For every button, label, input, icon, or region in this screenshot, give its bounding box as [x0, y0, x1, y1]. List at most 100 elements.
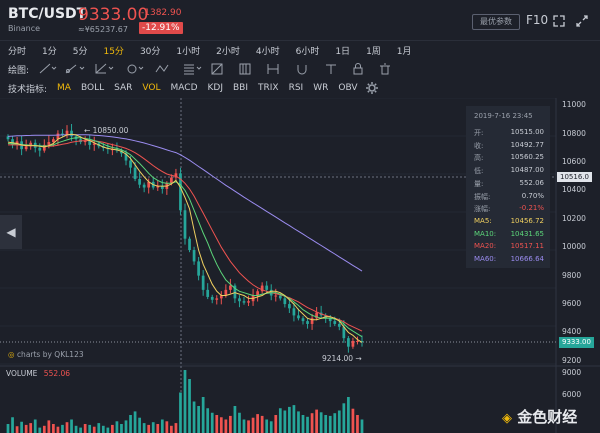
candle-body	[42, 144, 46, 151]
expand-icon[interactable]	[552, 14, 566, 28]
indicator-boll[interactable]: BOLL	[80, 83, 105, 93]
volume-bar	[133, 411, 137, 433]
volume-bar	[151, 422, 155, 433]
volume-bar	[356, 415, 359, 433]
volume-bar	[15, 426, 19, 433]
volume-header: VOLUME 552.06	[6, 369, 70, 378]
timeframe-4[interactable]: 30分	[139, 47, 161, 57]
info-label: 量:	[474, 179, 484, 188]
volume-bar	[74, 425, 78, 433]
brand-logo: ◈ 金色财经	[502, 406, 577, 427]
y-axis-label: 10000	[562, 242, 586, 252]
gann-tool-icon[interactable]	[211, 63, 223, 75]
kline-chart[interactable]	[0, 98, 600, 433]
settings-gear-icon[interactable]	[365, 81, 379, 95]
info-label: 高:	[474, 154, 484, 163]
indicator-kdj[interactable]: KDJ	[207, 83, 224, 93]
indicator-rsi[interactable]: RSI	[288, 83, 304, 93]
volume-bar	[29, 423, 33, 433]
volume-bar	[65, 422, 69, 433]
f10-button[interactable]: F10	[526, 13, 549, 27]
volume-bar	[337, 410, 341, 433]
volume-bar	[229, 415, 232, 433]
best-params-button[interactable]: 最优参数	[472, 14, 520, 30]
volume-bar	[42, 425, 46, 433]
fullscreen-icon[interactable]	[575, 14, 589, 28]
timeframe-9[interactable]: 1日	[335, 47, 351, 57]
info-value: 10560.25	[510, 153, 544, 162]
candle-body	[360, 341, 364, 342]
info-row: MA10: 10431.65	[474, 230, 544, 238]
volume-bar	[170, 425, 173, 433]
candle-body	[347, 338, 350, 347]
volume-bar	[297, 411, 300, 433]
timeframe-2[interactable]: 5分	[72, 47, 88, 57]
circle-tool-icon[interactable]	[127, 64, 144, 74]
drawing-tools	[39, 63, 390, 75]
timeframe-1[interactable]: 1分	[42, 47, 57, 57]
info-row: 量: 552.06	[474, 179, 544, 189]
info-row: 振幅: 0.70%	[474, 192, 544, 202]
candle-body	[52, 139, 55, 143]
measure-tool-icon[interactable]	[267, 64, 279, 74]
timeframe-5[interactable]: 1小时	[176, 47, 201, 57]
info-label: 低:	[474, 167, 484, 176]
pair-title: BTC/USDT	[8, 6, 87, 22]
volume-bar	[247, 420, 250, 433]
indicator-wr[interactable]: WR	[313, 83, 329, 93]
info-row: 收: 10492.77	[474, 141, 544, 151]
timeframe-0[interactable]: 分时	[8, 47, 27, 57]
indicator-sar[interactable]: SAR	[114, 83, 133, 93]
candle-body	[256, 291, 259, 296]
volume-bar	[292, 405, 296, 433]
lock-tool-icon[interactable]	[353, 63, 363, 75]
magnet-tool-icon[interactable]	[297, 65, 307, 75]
indicator-obv[interactable]: OBV	[338, 83, 358, 93]
info-value: -0.21%	[519, 204, 544, 213]
info-row: 开: 10515.00	[474, 128, 544, 138]
collapse-left-button[interactable]: ◀	[0, 215, 22, 249]
indicator-trix[interactable]: TRIX	[258, 83, 279, 93]
candle-body	[301, 318, 305, 322]
indicator-vol[interactable]: VOL	[142, 83, 161, 93]
indicator-ma[interactable]: MA	[57, 83, 71, 93]
volume-bar	[224, 419, 228, 433]
volume-bar	[319, 412, 323, 433]
info-row: 高: 10560.25	[474, 153, 544, 163]
volume-bar	[160, 419, 164, 433]
volume-bar	[310, 413, 314, 433]
candle-body	[242, 301, 246, 303]
candle-body	[337, 323, 341, 327]
volume-bar	[215, 415, 219, 433]
vol-axis-mid: 6000	[562, 390, 582, 399]
indicator-macd[interactable]: MACD	[170, 83, 198, 93]
indicator-bbi[interactable]: BBI	[233, 83, 249, 93]
timeframe-3[interactable]: 15分	[103, 47, 124, 57]
volume-bar	[183, 370, 187, 433]
volume-value: 552.06	[43, 369, 71, 378]
info-row: MA5: 10456.72	[474, 217, 544, 225]
timeframe-7[interactable]: 4小时	[255, 47, 280, 57]
text-tool-icon[interactable]	[326, 64, 336, 74]
timeframe-10[interactable]: 1周	[366, 47, 381, 57]
candle-body	[278, 295, 282, 299]
last-price: 9333.00	[78, 5, 149, 25]
line-tool-icon[interactable]	[39, 63, 57, 74]
timeframe-8[interactable]: 6小时	[295, 47, 320, 57]
candle-body	[219, 295, 223, 299]
volume-bar	[83, 424, 87, 433]
channel-tool-icon[interactable]	[95, 63, 114, 74]
candle-body	[147, 181, 151, 188]
grid-tool-icon[interactable]	[239, 63, 251, 75]
volume-bar	[233, 406, 237, 433]
trash-icon[interactable]	[380, 63, 390, 75]
volume-bar	[269, 421, 273, 433]
y-axis-label: 10600	[562, 156, 586, 166]
ray-tool-icon[interactable]	[65, 64, 85, 74]
info-value: 10666.64	[510, 255, 544, 263]
y-axis-label: 10400	[562, 185, 586, 195]
fib-tool-icon[interactable]	[184, 64, 202, 75]
timeframe-11[interactable]: 1月	[396, 47, 412, 57]
timeframe-6[interactable]: 2小时	[216, 47, 240, 57]
wave-tool-icon[interactable]	[155, 64, 169, 73]
